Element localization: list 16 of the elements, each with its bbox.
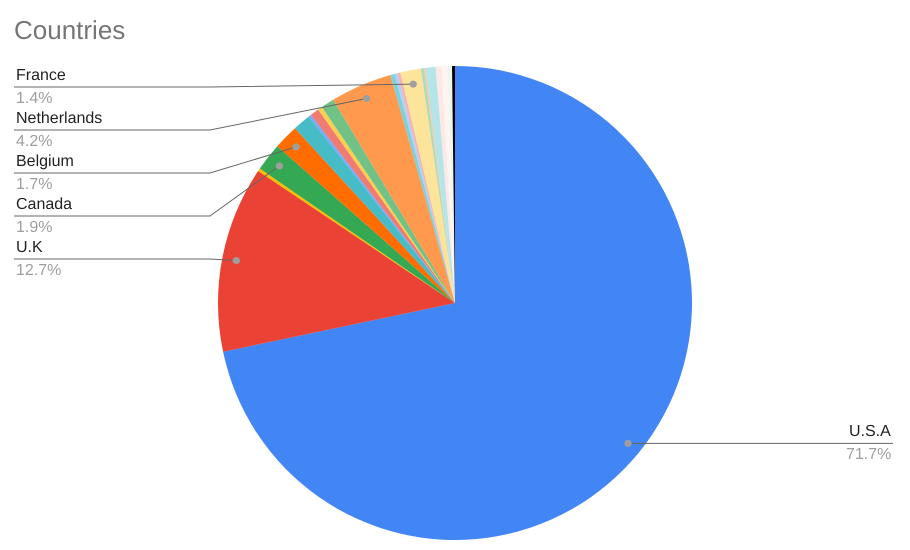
slice-label: Canada <box>16 196 72 213</box>
slice-label: U.S.A <box>849 423 892 440</box>
data-label: 12.7% <box>16 262 62 279</box>
slice-label: France <box>16 67 66 84</box>
slice-label: Belgium <box>16 153 74 170</box>
data-label: 1.7% <box>16 176 52 193</box>
pie-slice <box>333 75 455 303</box>
pie-slice <box>223 66 692 540</box>
pie-slice <box>218 171 455 352</box>
data-label: 1.4% <box>16 90 52 107</box>
data-label: 71.7% <box>846 446 892 463</box>
data-label: 4.2% <box>16 133 52 150</box>
slice-label: Netherlands <box>16 110 102 127</box>
slice-label: U.K <box>16 239 43 256</box>
chart-title: Countries <box>14 15 126 46</box>
data-label: 1.9% <box>16 219 52 236</box>
